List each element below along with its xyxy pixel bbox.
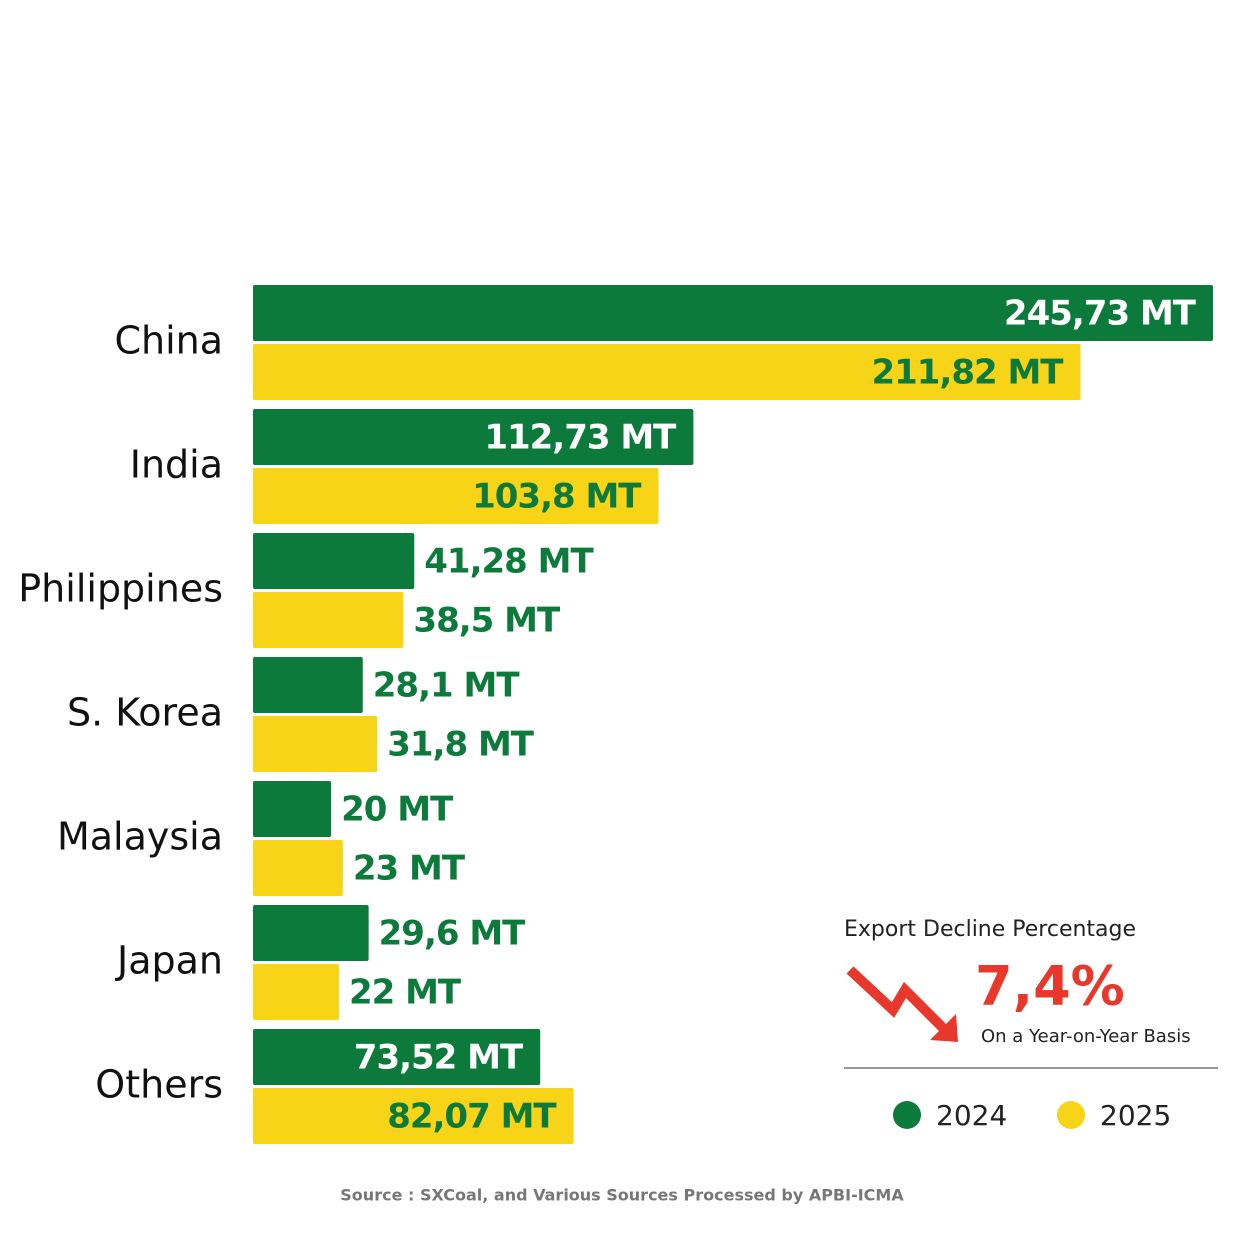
- annotation-title: Export Decline Percentage: [844, 917, 1136, 942]
- value-label: 245,73 MT: [1004, 294, 1197, 334]
- value-label: 41,28 MT: [424, 542, 594, 582]
- annotation-value: 7,4%: [975, 955, 1125, 1018]
- category-label: India: [130, 443, 223, 487]
- category-label: Japan: [115, 939, 223, 983]
- bar: [253, 657, 363, 713]
- bar: [253, 964, 339, 1020]
- value-label: 82,07 MT: [387, 1097, 557, 1137]
- category-label: China: [114, 319, 223, 363]
- annotation-subtitle: On a Year-on-Year Basis: [981, 1026, 1191, 1047]
- bar: [253, 905, 369, 961]
- bar: [253, 716, 378, 772]
- decline-arrow: [846, 966, 958, 1042]
- legend-swatch: [893, 1101, 921, 1129]
- source: Source : SXCoal, and Various Sources Pro…: [340, 1186, 904, 1205]
- bar: [253, 592, 404, 648]
- bar: [253, 840, 343, 896]
- value-label: 20 MT: [341, 790, 454, 830]
- bar: [253, 1088, 574, 1144]
- bar: [253, 285, 1213, 341]
- legend-label: 2024: [936, 1099, 1007, 1132]
- bar: [253, 533, 415, 589]
- category-label: Others: [95, 1063, 223, 1107]
- value-label: 22 MT: [349, 973, 462, 1013]
- value-label: 73,52 MT: [354, 1038, 524, 1078]
- value-label: 28,1 MT: [373, 666, 521, 706]
- value-label: 103,8 MT: [472, 477, 642, 517]
- bar: [253, 1029, 541, 1085]
- category-label: Malaysia: [57, 815, 223, 859]
- legend-swatch: [1057, 1101, 1085, 1129]
- category-label: Philippines: [18, 567, 223, 611]
- value-label: 211,82 MT: [871, 353, 1064, 393]
- bar: [253, 468, 659, 524]
- value-label: 29,6 MT: [379, 914, 527, 954]
- value-label: 23 MT: [353, 849, 466, 889]
- bar: [253, 781, 332, 837]
- legend-label: 2025: [1100, 1099, 1171, 1132]
- value-label: 38,5 MT: [413, 601, 561, 641]
- value-label: 31,8 MT: [387, 725, 535, 765]
- bar: [253, 409, 694, 465]
- category-label: S. Korea: [67, 691, 223, 735]
- value-label: 112,73 MT: [484, 418, 677, 458]
- bar: [253, 344, 1081, 400]
